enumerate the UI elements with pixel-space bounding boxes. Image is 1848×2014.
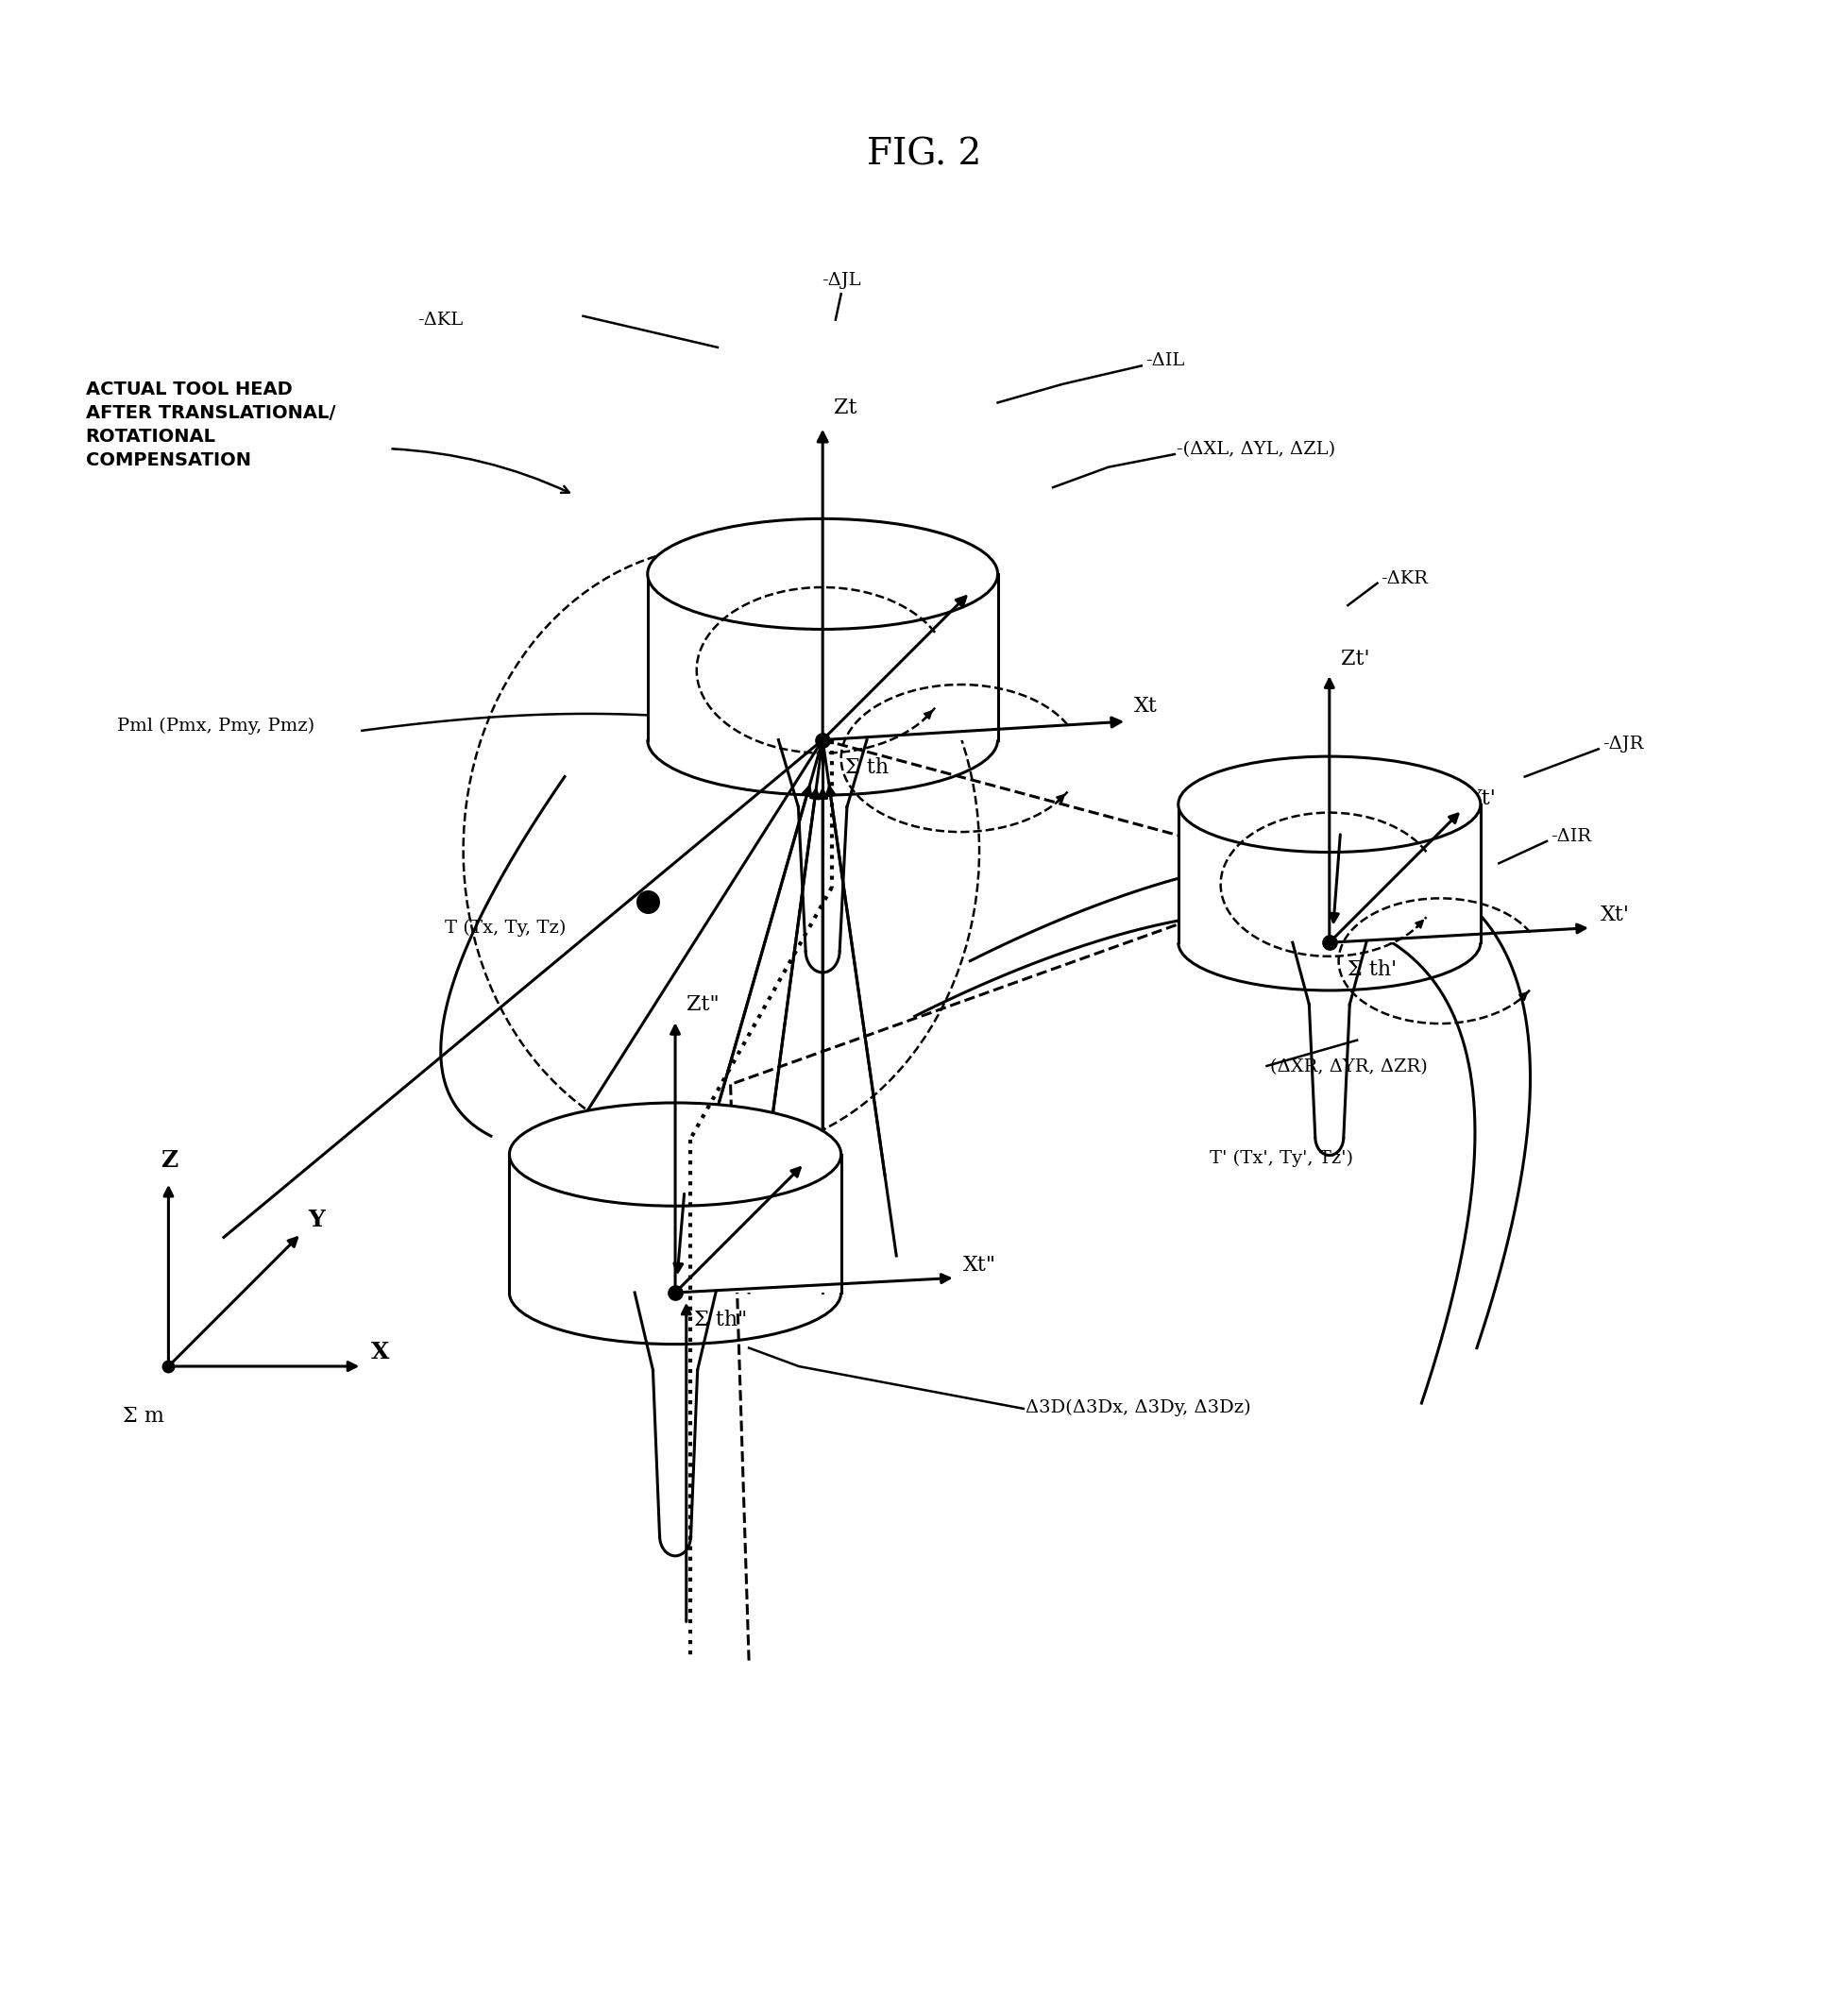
- Text: Σ th": Σ th": [693, 1309, 747, 1331]
- Text: T' (Tx', Ty', Tz'): T' (Tx', Ty', Tz'): [1210, 1150, 1353, 1168]
- Text: Zt: Zt: [833, 397, 857, 419]
- Text: -ΔKL: -ΔKL: [418, 312, 462, 328]
- Text: ACTUAL TOOL HEAD
AFTER TRANSLATIONAL/
ROTATIONAL
COMPENSATION: ACTUAL TOOL HEAD AFTER TRANSLATIONAL/ RO…: [85, 381, 334, 469]
- Text: X: X: [371, 1341, 390, 1363]
- Text: Z: Z: [161, 1150, 177, 1172]
- Polygon shape: [510, 1154, 841, 1293]
- Text: Zt': Zt': [1340, 649, 1369, 669]
- Text: (ΔXR, ΔYR, ΔZR): (ΔXR, ΔYR, ΔZR): [1270, 1057, 1429, 1075]
- Text: T (Tx, Ty, Tz): T (Tx, Ty, Tz): [445, 920, 565, 937]
- Text: Δ3D(Δ3Dx, Δ3Dy, Δ3Dz): Δ3D(Δ3Dx, Δ3Dy, Δ3Dz): [1026, 1400, 1251, 1416]
- Text: Pml (Pmx, Pmy, Pmz): Pml (Pmx, Pmy, Pmz): [116, 717, 314, 735]
- Text: Yt": Yt": [809, 1142, 841, 1162]
- Text: -ΔIR: -ΔIR: [1550, 828, 1591, 846]
- Polygon shape: [647, 574, 998, 739]
- Ellipse shape: [647, 520, 998, 628]
- Text: -ΔKR: -ΔKR: [1380, 570, 1429, 586]
- Text: Y: Y: [309, 1208, 325, 1231]
- Text: -ΔJR: -ΔJR: [1602, 735, 1643, 753]
- Text: Σ th': Σ th': [1347, 959, 1397, 981]
- Text: Xt": Xt": [963, 1255, 996, 1275]
- Polygon shape: [1179, 804, 1480, 943]
- Text: Zt": Zt": [686, 995, 719, 1015]
- Ellipse shape: [1179, 757, 1480, 852]
- Text: Xt': Xt': [1600, 904, 1630, 924]
- Text: -ΔJL: -ΔJL: [821, 272, 861, 288]
- Text: Σ th: Σ th: [845, 757, 889, 777]
- Text: Yt': Yt': [1467, 787, 1495, 810]
- Text: FIG. 2: FIG. 2: [867, 137, 981, 173]
- Text: -ΔIL: -ΔIL: [1146, 352, 1185, 369]
- Text: Xt: Xt: [1135, 697, 1157, 717]
- Text: Σ m: Σ m: [122, 1406, 164, 1426]
- Text: -(ΔXL, ΔYL, ΔZL): -(ΔXL, ΔYL, ΔZL): [1177, 441, 1336, 457]
- Ellipse shape: [510, 1104, 841, 1206]
- Text: Yt: Yt: [976, 570, 998, 592]
